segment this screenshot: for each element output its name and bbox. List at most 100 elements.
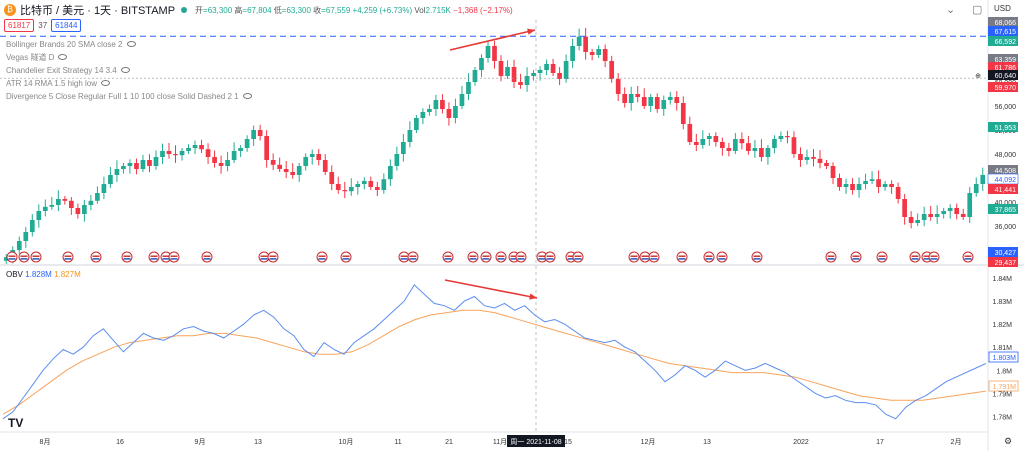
currency-label[interactable]: USD bbox=[994, 4, 1011, 13]
candle-body bbox=[622, 94, 628, 103]
candle-body bbox=[811, 157, 816, 159]
maximize-icon[interactable]: ▢ bbox=[972, 4, 983, 16]
indicator-item[interactable]: Vegas 隧道 D bbox=[6, 51, 252, 64]
candle-body bbox=[628, 94, 634, 103]
eye-icon[interactable] bbox=[58, 54, 68, 60]
candle-body bbox=[459, 94, 465, 106]
event-flag-icon bbox=[703, 251, 715, 263]
candle-body bbox=[954, 208, 960, 214]
event-flag-stripe bbox=[567, 258, 575, 260]
event-flag-icon bbox=[544, 251, 556, 263]
buy-button[interactable]: 61844 bbox=[51, 19, 82, 32]
event-flag-stripe bbox=[269, 255, 277, 257]
obv-tag-label: 1.791M bbox=[993, 384, 1017, 391]
obv-ma-value: 1.827M bbox=[54, 270, 81, 279]
obv-tick-label: 1.81M bbox=[993, 345, 1013, 352]
obv-legend[interactable]: OBV 1.828M 1.827M bbox=[6, 270, 81, 279]
candle-body bbox=[934, 214, 940, 217]
candle-body bbox=[928, 214, 934, 217]
price-tag bbox=[988, 82, 1018, 92]
price-tag bbox=[988, 54, 1018, 64]
event-flag-stripe bbox=[260, 255, 268, 257]
candle-body bbox=[596, 49, 602, 55]
candle-body bbox=[635, 94, 641, 97]
candle-body bbox=[856, 184, 862, 190]
event-flag-icon bbox=[825, 251, 837, 263]
candle-body bbox=[967, 193, 973, 217]
event-flag-stripe bbox=[641, 255, 649, 257]
candle-body bbox=[49, 205, 55, 207]
event-flag-icon bbox=[340, 251, 352, 263]
candle-body bbox=[615, 79, 621, 94]
candle-body bbox=[817, 158, 823, 163]
candle-body bbox=[550, 64, 556, 73]
indicator-item[interactable]: ATR 14 RMA 1.5 high low bbox=[6, 77, 252, 90]
candle-body bbox=[778, 136, 784, 139]
candle-body bbox=[570, 46, 575, 61]
event-flag-stripe bbox=[517, 255, 525, 257]
indicator-item[interactable]: Divergence 5 Close Regular Full 1 10 100… bbox=[6, 90, 252, 103]
event-flag-stripe bbox=[911, 258, 919, 260]
event-flag-stripe bbox=[469, 255, 477, 257]
event-flag-stripe bbox=[170, 255, 178, 257]
event-flag-stripe bbox=[678, 255, 686, 257]
event-flag-icon bbox=[876, 251, 888, 263]
candle-body bbox=[674, 97, 680, 103]
candle-body bbox=[609, 61, 615, 79]
time-tick-label: 21 bbox=[445, 439, 453, 446]
obv-tag-label: 1.803M bbox=[993, 355, 1017, 362]
candle-body bbox=[433, 100, 439, 109]
time-tick-label: 15 bbox=[564, 439, 572, 446]
candle-body bbox=[537, 70, 543, 73]
event-flag-icon bbox=[30, 251, 42, 263]
obv-tag bbox=[988, 351, 1019, 363]
event-flag-stripe bbox=[827, 255, 835, 257]
candle-body bbox=[544, 64, 549, 70]
candle-body bbox=[479, 58, 484, 70]
event-flag-stripe bbox=[567, 255, 575, 257]
price-tag bbox=[988, 62, 1018, 72]
bitcoin-icon: ₿ bbox=[4, 4, 16, 16]
eye-icon[interactable] bbox=[120, 67, 130, 73]
candle-body bbox=[654, 97, 660, 109]
event-flag-stripe bbox=[827, 258, 835, 260]
event-flag-stripe bbox=[878, 255, 886, 257]
candle-body bbox=[231, 151, 237, 160]
eye-icon[interactable] bbox=[126, 41, 136, 47]
price-tag-label: 51,953 bbox=[995, 125, 1017, 132]
candle-body bbox=[446, 109, 452, 118]
time-tick-label: 10月 bbox=[339, 438, 354, 446]
candle-body bbox=[335, 184, 341, 190]
candle-body bbox=[700, 139, 706, 145]
time-tick-label: 16 bbox=[116, 439, 124, 446]
event-flag-stripe bbox=[923, 258, 931, 260]
candle-body bbox=[863, 181, 868, 184]
price-tag-label: 30,427 bbox=[995, 250, 1017, 257]
candle-body bbox=[498, 61, 504, 76]
eye-icon[interactable] bbox=[242, 93, 252, 99]
eye-icon[interactable] bbox=[101, 80, 111, 86]
chevron-down-icon[interactable]: ⌄ bbox=[946, 4, 956, 16]
price-tag bbox=[988, 165, 1018, 175]
price-tag bbox=[988, 17, 1018, 27]
event-flag-stripe bbox=[574, 255, 582, 257]
candle-body bbox=[850, 184, 855, 190]
symbol-title[interactable]: 比特币 / 美元 · 1天 · BITSTAMP bbox=[20, 5, 176, 17]
indicator-item[interactable]: Chandelier Exit Strategy 14 3.4 bbox=[6, 64, 252, 77]
price-candles bbox=[3, 27, 986, 264]
candle-body bbox=[531, 73, 536, 76]
candle-body bbox=[153, 157, 159, 166]
divergence-arrow-price-head bbox=[527, 28, 535, 35]
sell-button[interactable]: 61817 bbox=[4, 19, 35, 32]
event-flag-stripe bbox=[482, 258, 490, 260]
candle-body bbox=[648, 97, 654, 106]
price-tick-label: 56,000 bbox=[995, 104, 1017, 111]
event-flag-stripe bbox=[92, 255, 100, 257]
candle-body bbox=[95, 193, 100, 201]
candle-body bbox=[420, 112, 426, 118]
indicator-item[interactable]: Bollinger Brands 20 SMA close 2 bbox=[6, 38, 252, 51]
price-tag bbox=[988, 70, 1018, 80]
candle-body bbox=[160, 151, 165, 157]
candle-body bbox=[824, 163, 829, 166]
